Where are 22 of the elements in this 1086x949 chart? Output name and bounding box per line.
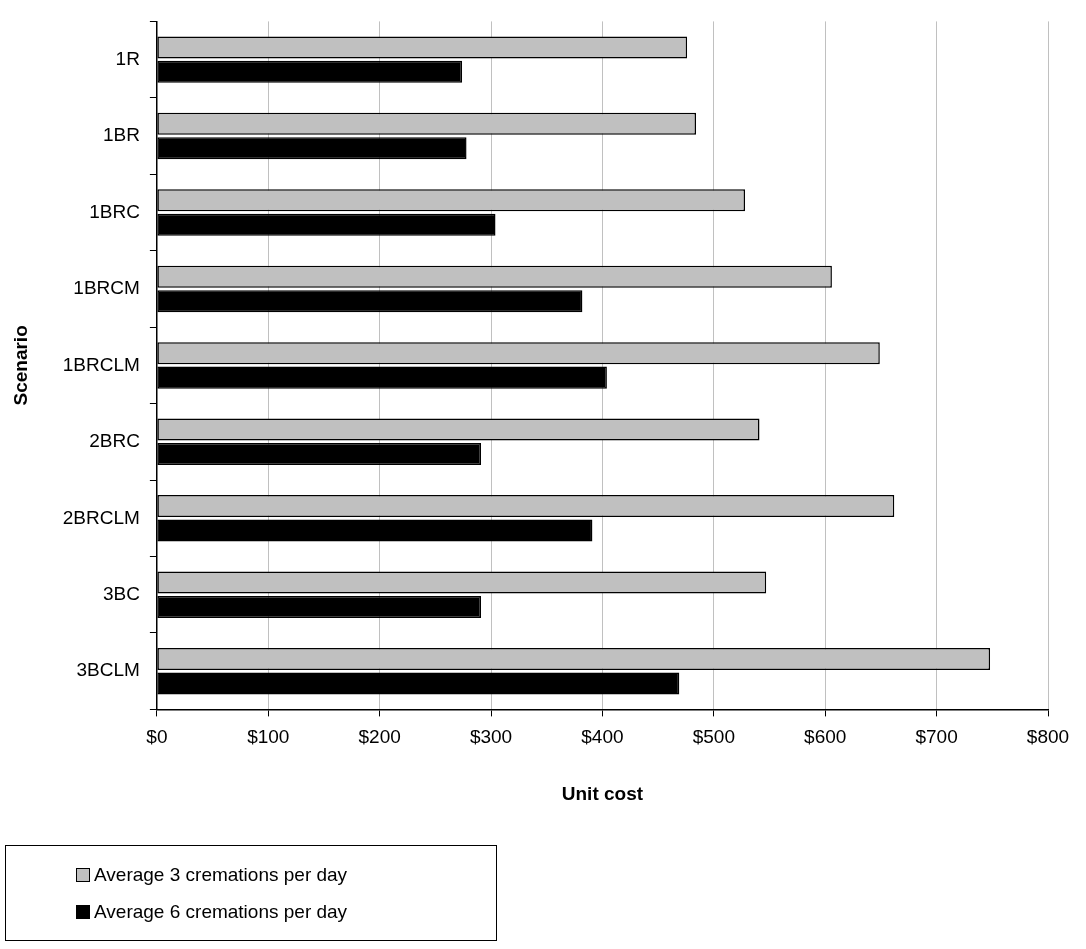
y-tick-label: 1BRC xyxy=(89,200,140,222)
x-tick-label: $800 xyxy=(1026,726,1070,748)
y-tick-label: 1BRCM xyxy=(73,277,140,299)
y-axis-title: Scenario xyxy=(9,325,31,406)
x-tick-label: $300 xyxy=(469,726,513,748)
y-tick-label: 2BRC xyxy=(89,430,140,452)
x-tick-label: $400 xyxy=(581,726,624,748)
y-tick-label: 1BRCLM xyxy=(62,353,140,375)
legend-label: Average 6 cremations per day xyxy=(94,900,348,923)
legend-label: Average 3 cremations per day xyxy=(94,863,348,886)
y-tick-label: 2BRCLM xyxy=(62,506,140,528)
x-tick-label: $0 xyxy=(146,726,168,748)
x-tick-label: $100 xyxy=(247,726,290,748)
x-tick-label: $500 xyxy=(692,726,735,748)
x-tick-label: $600 xyxy=(804,726,847,748)
x-tick-label: $700 xyxy=(915,726,958,748)
x-tick-label: $200 xyxy=(358,726,401,748)
y-tick-label: 3BCLM xyxy=(76,659,140,681)
x-axis-title: Unit cost xyxy=(561,782,644,804)
y-tick-label: 1R xyxy=(115,47,140,69)
y-tick-label: 1BR xyxy=(102,124,140,146)
y-tick-label: 3BC xyxy=(102,582,140,604)
